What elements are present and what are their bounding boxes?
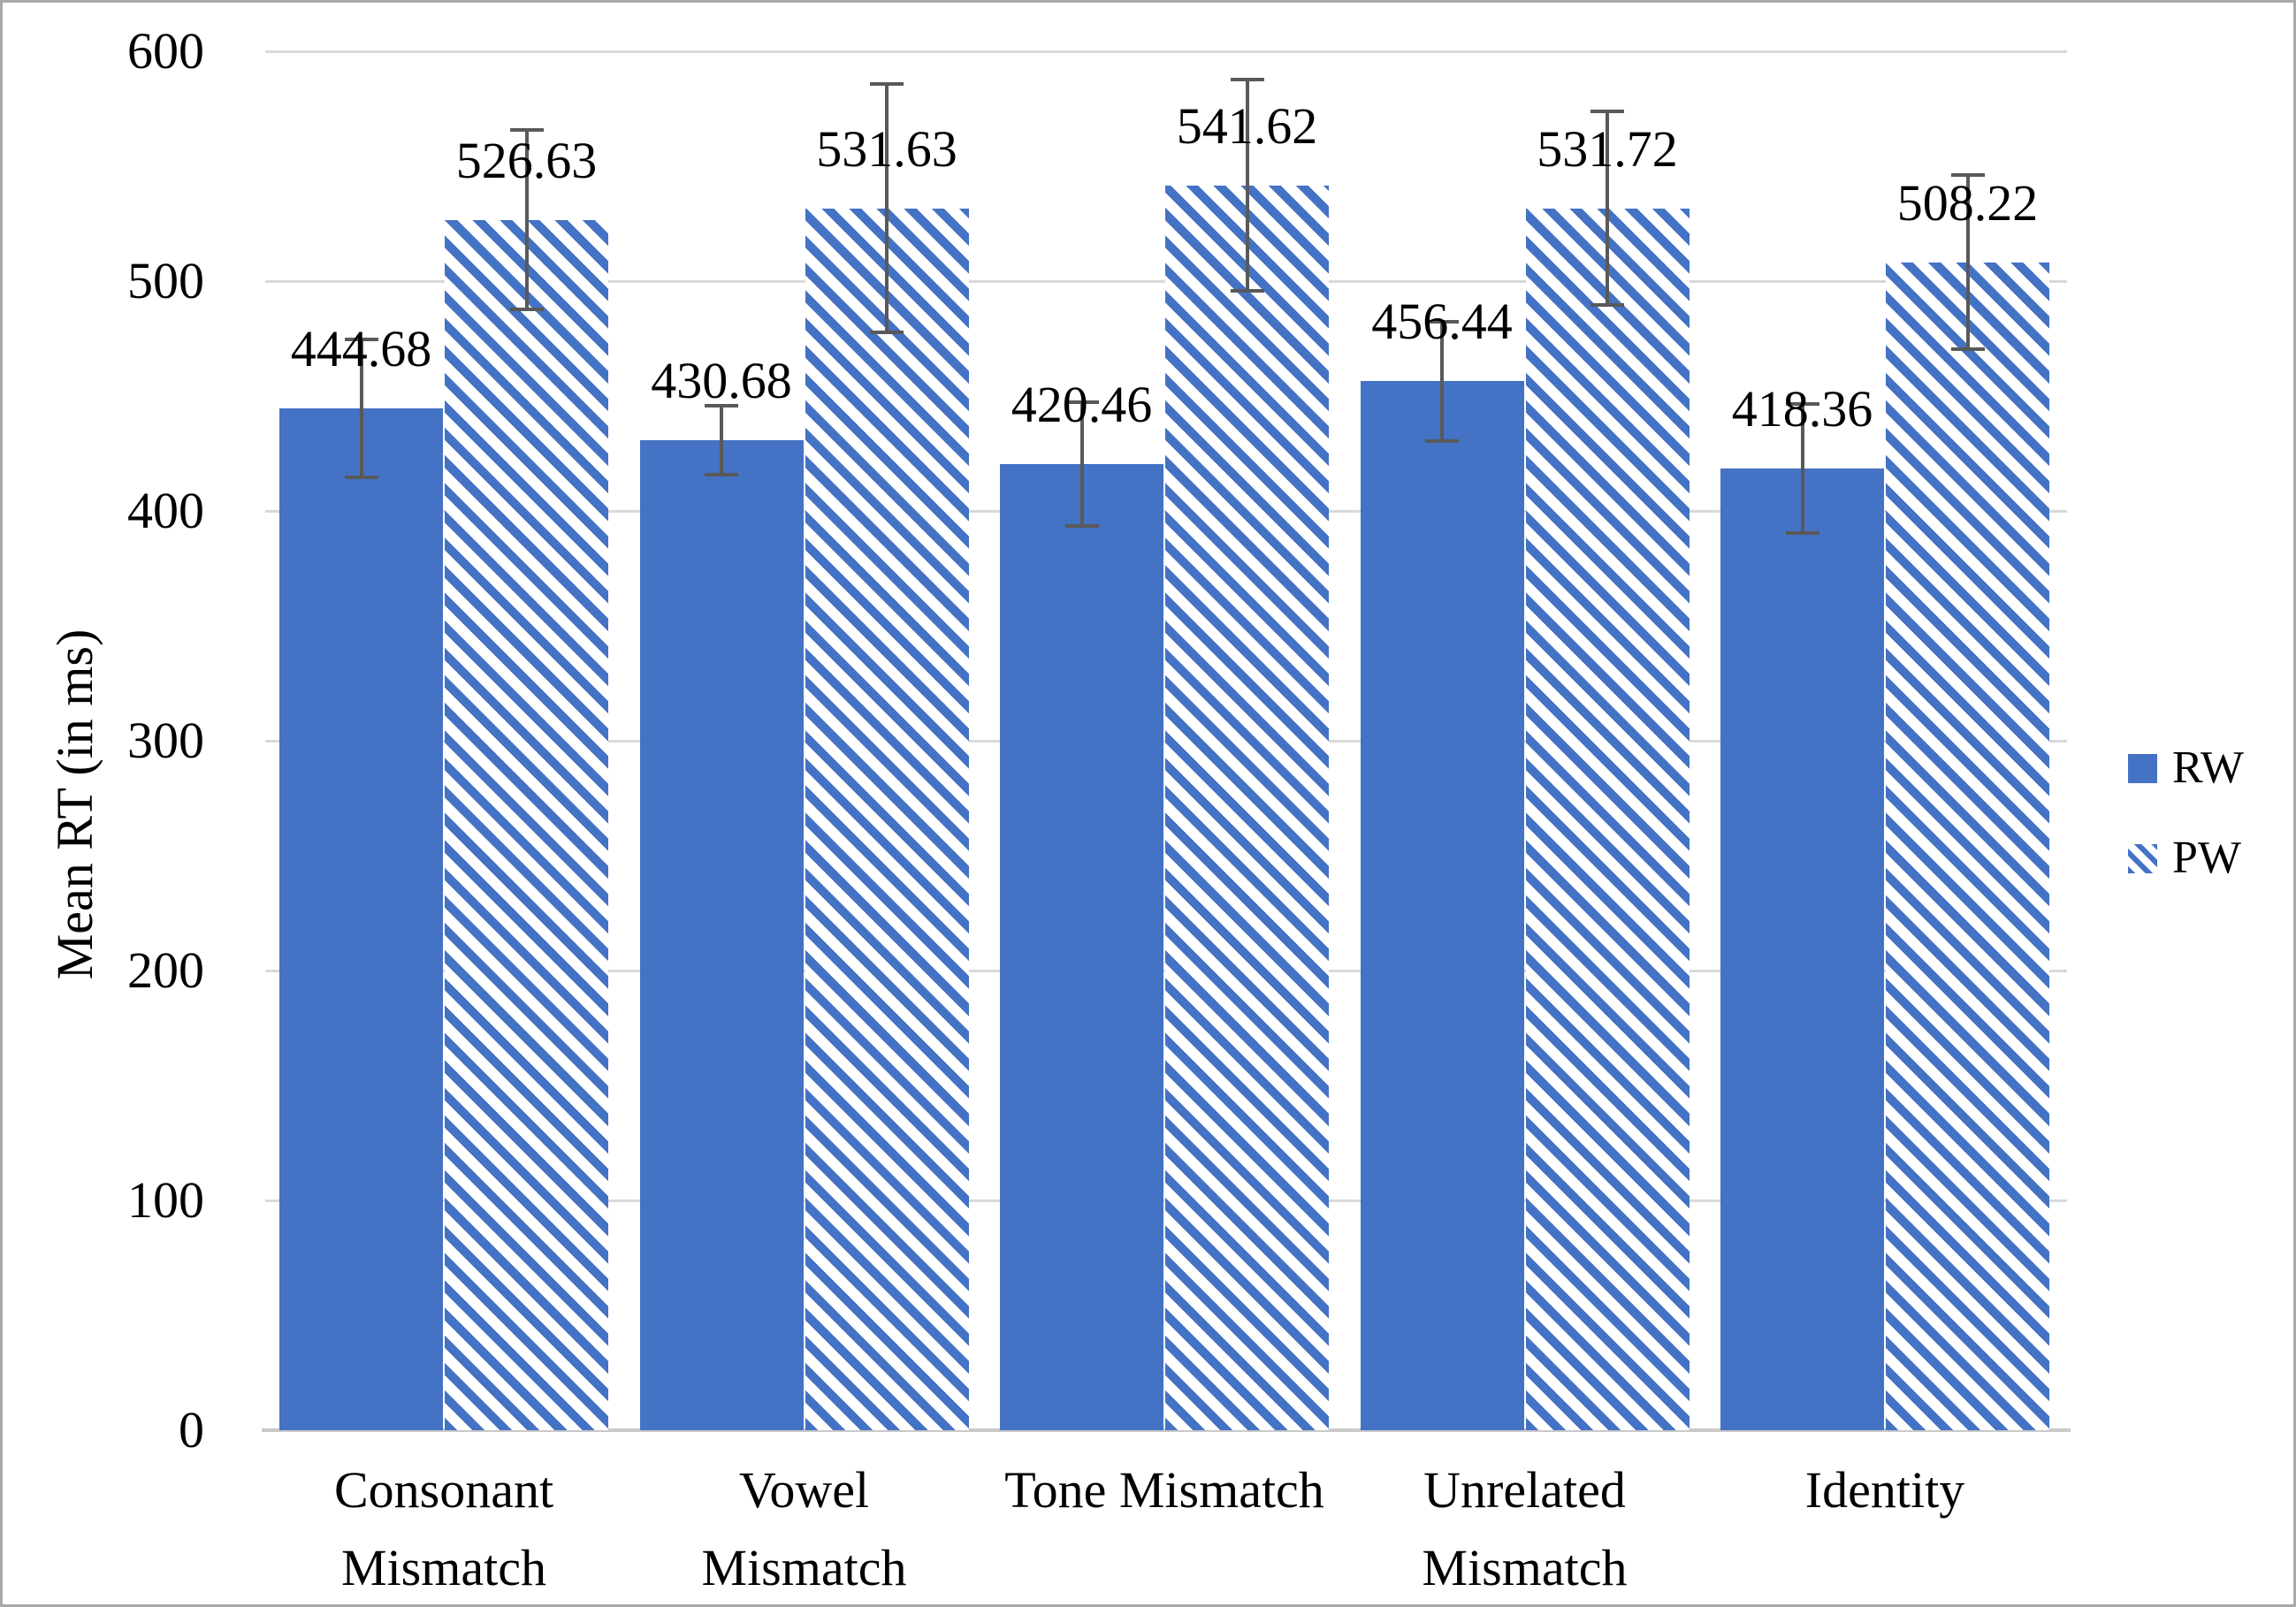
x-category-label-tone-mismatch: Tone Mismatch: [943, 1451, 1385, 1529]
x-category-label-line: Tone Mismatch: [1004, 1461, 1324, 1519]
error-bar-cap-bottom: [1590, 302, 1624, 307]
error-bar-cap-top: [344, 337, 378, 341]
y-tick-label-200: 200: [127, 941, 204, 999]
error-bar-cap-top: [1590, 110, 1624, 114]
error-bar-pw-vowel-mismatch: [885, 84, 889, 333]
error-bar-cap-bottom: [1425, 438, 1459, 443]
bar-pw-vowel-mismatch: [805, 208, 969, 1430]
error-bar-pw-consonant-mismatch: [524, 130, 529, 310]
bar-rw-unrelated-mismatch: [1360, 381, 1524, 1430]
error-bar-cap-bottom: [509, 308, 544, 312]
error-bar-rw-unrelated-mismatch: [1440, 321, 1444, 441]
x-category-label-line: Identity: [1804, 1461, 1965, 1519]
error-bar-cap-bottom: [1230, 289, 1264, 293]
error-bar-rw-vowel-mismatch: [720, 406, 723, 476]
gridline-600: [265, 50, 2067, 53]
data-label-rw-vowel-mismatch: 430.68: [651, 352, 792, 410]
x-category-label-line: Mismatch: [341, 1539, 546, 1596]
x-category-label-line: Unrelated: [1423, 1461, 1626, 1519]
error-bar-cap-top: [1785, 402, 1819, 407]
y-tick-label-100: 100: [127, 1171, 204, 1229]
error-bar-cap-bottom: [705, 473, 738, 477]
error-bar-cap-top: [705, 404, 738, 408]
y-tick-label-400: 400: [127, 482, 204, 539]
x-category-label-vowel-mismatch: Vowel Mismatch: [584, 1451, 1026, 1604]
x-category-label-line: Vowel: [738, 1461, 870, 1519]
legend: RW PW: [2128, 745, 2244, 881]
x-category-label-consonant-mismatch: Consonant Mismatch: [223, 1451, 665, 1604]
bar-rw-vowel-mismatch: [639, 440, 804, 1430]
data-label-pw-unrelated-mismatch: 531.72: [1537, 119, 1678, 178]
y-tick-label-300: 300: [127, 712, 204, 769]
y-axis-title: Mean RT (in ms): [46, 628, 103, 980]
x-category-label-unrelated-mismatch: Unrelated Mismatch: [1304, 1451, 1746, 1604]
legend-label-rw: RW: [2172, 743, 2244, 793]
bar-rw-tone-mismatch: [1000, 463, 1163, 1430]
y-tick-label-0: 0: [179, 1401, 204, 1458]
error-bar-cap-bottom: [1785, 531, 1819, 536]
legend-label-pw: PW: [2172, 833, 2241, 883]
bar-pw-tone-mismatch: [1165, 185, 1329, 1430]
bar-pw-consonant-mismatch: [445, 219, 608, 1430]
data-label-pw-tone-mismatch: 541.62: [1176, 96, 1318, 155]
error-bar-rw-tone-mismatch: [1079, 401, 1084, 526]
error-bar-pw-unrelated-mismatch: [1606, 111, 1609, 305]
error-bar-cap-top: [1230, 78, 1264, 82]
error-bar-cap-bottom: [1064, 524, 1099, 528]
error-bar-cap-bottom: [1950, 347, 1985, 352]
legend-swatch-rw-solid-icon: [2128, 753, 2157, 783]
error-bar-rw-consonant-mismatch: [359, 339, 363, 477]
data-label-rw-identity: 418.36: [1731, 380, 1873, 438]
error-bar-cap-bottom: [344, 475, 378, 479]
x-axis-line: [262, 1428, 2071, 1432]
bar-rw-identity: [1720, 468, 1884, 1430]
data-label-rw-consonant-mismatch: 444.68: [290, 319, 432, 377]
bar-pw-unrelated-mismatch: [1525, 208, 1690, 1430]
data-label-pw-consonant-mismatch: 526.63: [455, 131, 598, 189]
error-bar-cap-top: [870, 82, 904, 87]
data-label-rw-tone-mismatch: 420.46: [1011, 375, 1153, 433]
data-label-pw-vowel-mismatch: 531.63: [816, 119, 957, 178]
bar-rw-consonant-mismatch: [279, 407, 443, 1430]
legend-item-rw: RW: [2128, 745, 2244, 791]
error-bar-cap-top: [509, 128, 544, 133]
error-bar-cap-top: [1064, 400, 1099, 404]
error-bar-pw-identity: [1965, 174, 1970, 350]
data-label-pw-identity: 508.22: [1896, 173, 2039, 232]
error-bar-cap-top: [1425, 319, 1459, 324]
y-tick-label-500: 500: [127, 252, 204, 309]
x-category-label-identity: Identity: [1664, 1451, 2106, 1529]
error-bar-cap-bottom: [870, 331, 904, 335]
legend-item-pw: PW: [2128, 835, 2244, 881]
x-category-label-line: Mismatch: [1422, 1539, 1628, 1596]
error-bar-pw-tone-mismatch: [1245, 80, 1249, 292]
error-bar-rw-identity: [1800, 404, 1804, 534]
x-category-label-line: Consonant: [333, 1461, 554, 1519]
bar-pw-identity: [1886, 262, 2049, 1430]
legend-swatch-pw-hatch-icon: [2128, 843, 2157, 873]
data-label-rw-unrelated-mismatch: 456.44: [1371, 293, 1513, 351]
x-category-label-line: Mismatch: [701, 1539, 907, 1596]
error-bar-cap-top: [1950, 172, 1985, 177]
y-tick-label-600: 600: [127, 22, 204, 80]
